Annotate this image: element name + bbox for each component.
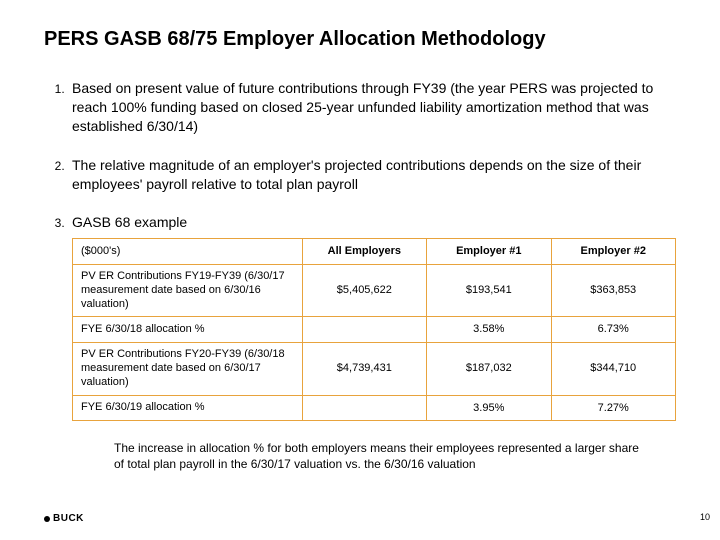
list-item: The relative magnitude of an employer's … [68, 156, 676, 194]
list-item: GASB 68 example ($000's) All Employers E… [68, 213, 676, 421]
cell: 3.95% [427, 395, 551, 421]
cell: 3.58% [427, 317, 551, 343]
cell: $5,405,622 [302, 265, 426, 317]
table-header-row: ($000's) All Employers Employer #1 Emplo… [73, 239, 676, 265]
cell: $363,853 [551, 265, 676, 317]
cell: $4,739,431 [302, 343, 426, 395]
cell: $187,032 [427, 343, 551, 395]
row-label: PV ER Contributions FY19-FY39 (6/30/17 m… [73, 265, 303, 317]
logo-icon [44, 516, 50, 522]
row-label: PV ER Contributions FY20-FY39 (6/30/18 m… [73, 343, 303, 395]
list-item-label: GASB 68 example [72, 214, 187, 230]
table-row: PV ER Contributions FY19-FY39 (6/30/17 m… [73, 265, 676, 317]
cell: $344,710 [551, 343, 676, 395]
brand-logo: BUCK [44, 513, 84, 524]
table-row: FYE 6/30/19 allocation % 3.95% 7.27% [73, 395, 676, 421]
cell [302, 395, 426, 421]
allocation-table: ($000's) All Employers Employer #1 Emplo… [72, 238, 676, 421]
col-header: Employer #2 [551, 239, 676, 265]
cell: $193,541 [427, 265, 551, 317]
col-header: Employer #1 [427, 239, 551, 265]
row-label: FYE 6/30/18 allocation % [73, 317, 303, 343]
table-row: PV ER Contributions FY20-FY39 (6/30/18 m… [73, 343, 676, 395]
logo-text: BUCK [53, 513, 84, 524]
cell [302, 317, 426, 343]
list-item: Based on present value of future contrib… [68, 79, 676, 136]
methodology-list: Based on present value of future contrib… [44, 79, 676, 421]
cell: 7.27% [551, 395, 676, 421]
col-header: All Employers [302, 239, 426, 265]
page-title: PERS GASB 68/75 Employer Allocation Meth… [44, 28, 676, 51]
page-number: 10 [700, 512, 710, 522]
table-row: FYE 6/30/18 allocation % 3.58% 6.73% [73, 317, 676, 343]
row-label: FYE 6/30/19 allocation % [73, 395, 303, 421]
footnote: The increase in allocation % for both em… [114, 441, 646, 472]
cell: 6.73% [551, 317, 676, 343]
col-header: ($000's) [73, 239, 303, 265]
